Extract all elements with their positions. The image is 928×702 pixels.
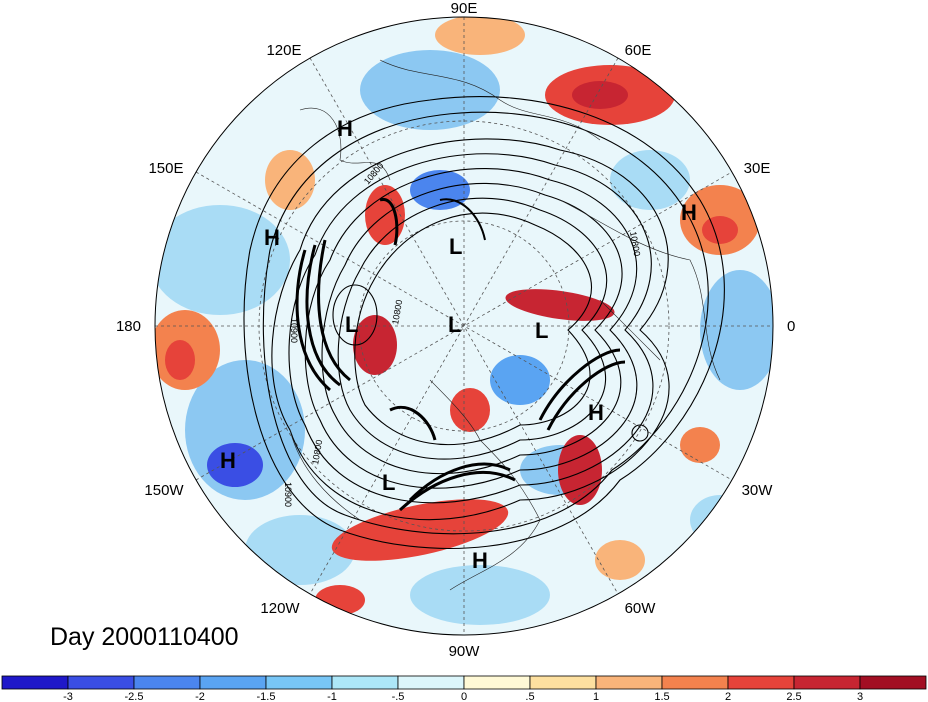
colorbar-tick-label: -2 — [195, 691, 205, 702]
longitude-label: 180 — [116, 318, 141, 335]
colorbar-swatch — [199, 675, 267, 690]
longitude-labels: 90E 60E 30E 0 30W 60W 90W 120W 150W 180 … — [116, 0, 795, 660]
longitude-label: 60E — [625, 42, 652, 59]
colorbar-swatch — [463, 675, 531, 690]
coastlines — [289, 59, 721, 591]
high-pressure-label: H — [588, 400, 604, 425]
colorbar-tick-label: 1 — [593, 691, 599, 702]
longitude-label: 90E — [451, 0, 478, 17]
colorbar-swatch — [727, 675, 795, 690]
colorbar-swatch — [67, 675, 135, 690]
longitude-label: 150E — [148, 160, 183, 177]
colorbar-tick-label: 2 — [725, 691, 731, 702]
colorbar-swatch — [661, 675, 729, 690]
longitude-label: 150W — [144, 482, 184, 499]
colorbar-tick-label: -1 — [327, 691, 337, 702]
contour-label: 10800 — [390, 299, 404, 325]
colorbar-tick-label: -2.5 — [125, 691, 144, 702]
date-label: Day 2000110400 — [50, 623, 239, 651]
longitude-label: 60W — [625, 600, 657, 617]
low-pressure-label: L — [449, 234, 462, 259]
map-boundary — [154, 16, 774, 636]
low-pressure-label: L — [448, 312, 461, 337]
colorbar-swatch — [529, 675, 597, 690]
longitude-label: 30E — [744, 160, 771, 177]
colorbar-swatch — [859, 675, 927, 690]
high-pressure-label: H — [220, 448, 236, 473]
high-pressure-label: H — [337, 116, 353, 141]
longitude-label: 0 — [787, 318, 795, 335]
contour-label: 10800 — [628, 231, 642, 257]
low-pressure-label: L — [382, 470, 395, 495]
colorbar-swatch — [265, 675, 333, 690]
colorbar-tick-label: -3 — [63, 691, 73, 702]
longitude-label: 120E — [266, 42, 301, 59]
high-pressure-label: H — [681, 200, 697, 225]
colorbar-tick-label: 0 — [461, 691, 467, 702]
pressure-centers: H H L H L L L H H L H — [220, 116, 697, 573]
colorbar-tick-label: 1.5 — [654, 691, 669, 702]
colorbar-swatch — [793, 675, 861, 690]
colorbar-swatch — [331, 675, 399, 690]
colorbar-tick-label: -1.5 — [257, 691, 276, 702]
contour-label: 10800 — [310, 439, 324, 465]
colorbar: -3 -2.5 -2 -1.5 -1 -.5 0 .5 1 1.5 2 2.5 3 — [1, 675, 927, 702]
colorbar-swatch — [1, 675, 69, 690]
colorbar-tick-label: .5 — [525, 691, 534, 702]
low-pressure-label: L — [535, 318, 548, 343]
colorbar-swatch — [595, 675, 663, 690]
high-pressure-label: H — [472, 548, 488, 573]
contour-label: 10900 — [283, 482, 293, 507]
graticule — [155, 17, 773, 635]
low-pressure-label: L — [345, 312, 358, 337]
high-pressure-label: H — [264, 225, 280, 250]
contour-label: 10900 — [289, 318, 299, 343]
colorbar-tick-label: -.5 — [392, 691, 405, 702]
colorbar-swatch — [133, 675, 201, 690]
longitude-label: 30W — [742, 482, 774, 499]
colorbar-tick-label: 2.5 — [786, 691, 801, 702]
colorbar-swatch — [397, 675, 465, 690]
longitude-label: 90W — [449, 643, 481, 660]
geopotential-height-contours — [243, 96, 725, 549]
colorbar-tick-label: 3 — [857, 691, 863, 702]
longitude-label: 120W — [260, 600, 300, 617]
